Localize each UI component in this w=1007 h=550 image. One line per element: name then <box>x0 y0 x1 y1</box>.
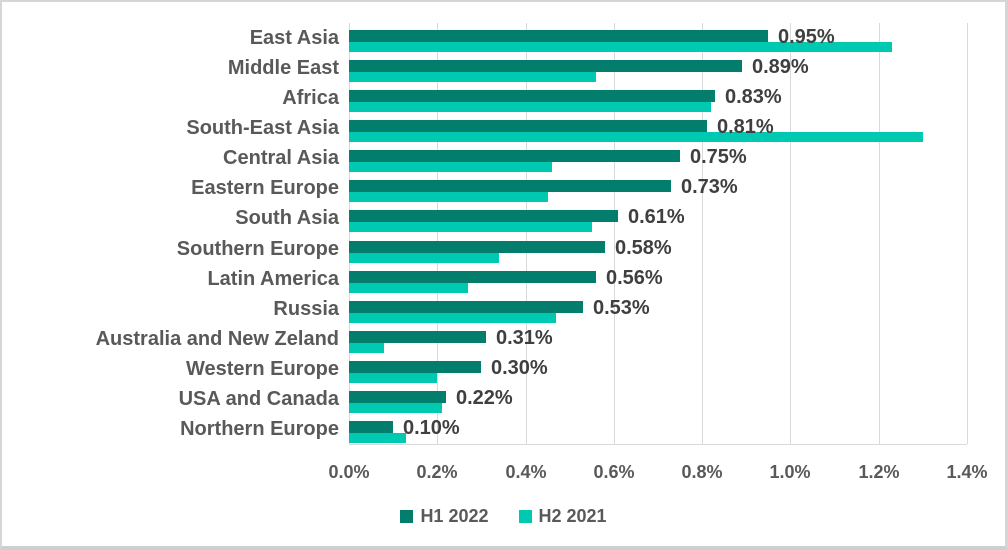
gridline <box>526 23 527 444</box>
legend-item[interactable]: H1 2022 <box>400 506 489 527</box>
data-label: 0.31% <box>496 327 553 349</box>
data-label: 0.89% <box>752 56 809 78</box>
bar-h2-2021 <box>349 283 468 293</box>
category-label: Australia and New Zeland <box>95 328 339 350</box>
x-tick-label: 0.4% <box>505 462 547 482</box>
bar-h1-2022 <box>349 271 596 283</box>
category-label: Middle East <box>227 57 339 79</box>
bar-h2-2021 <box>349 343 384 353</box>
x-axis-line <box>349 444 967 445</box>
gridline <box>437 23 438 444</box>
bar-h2-2021 <box>349 313 556 323</box>
legend-item[interactable]: H2 2021 <box>518 506 607 527</box>
bar-h1-2022 <box>349 180 671 192</box>
x-tick-label: 1.4% <box>946 462 988 482</box>
gridline <box>790 23 791 444</box>
legend-swatch <box>400 510 414 523</box>
bar-h2-2021 <box>349 132 923 142</box>
gridline <box>614 23 615 444</box>
x-tick-label: 1.0% <box>769 462 811 482</box>
bar-h1-2022 <box>349 241 605 253</box>
data-label: 0.10% <box>403 417 460 439</box>
data-label: 0.53% <box>593 297 650 319</box>
bar-h1-2022 <box>349 120 707 132</box>
x-tick-label: 0.0% <box>328 462 370 482</box>
category-label: Western Europe <box>186 358 339 380</box>
bar-h1-2022 <box>349 421 393 433</box>
category-label: Central Asia <box>223 147 339 169</box>
bar-h1-2022 <box>349 90 715 102</box>
bar-h1-2022 <box>349 150 680 162</box>
bar-h2-2021 <box>349 403 442 413</box>
bar-h2-2021 <box>349 102 711 112</box>
gridline <box>702 23 703 444</box>
legend: H1 2022 H2 2021 <box>2 506 1005 527</box>
bar-h2-2021 <box>349 162 552 172</box>
legend-label: H2 2021 <box>538 506 607 526</box>
data-label: 0.56% <box>606 267 663 289</box>
data-label: 0.95% <box>778 26 835 48</box>
legend-swatch <box>518 510 532 523</box>
bar-h1-2022 <box>349 30 768 42</box>
x-tick-label: 0.8% <box>681 462 723 482</box>
data-label: 0.81% <box>717 116 774 138</box>
bar-h2-2021 <box>349 192 548 202</box>
bar-h2-2021 <box>349 72 596 82</box>
category-label: Southern Europe <box>176 238 339 260</box>
category-label: Africa <box>282 87 339 109</box>
data-label: 0.22% <box>456 387 513 409</box>
bar-h2-2021 <box>349 433 406 443</box>
bar-h1-2022 <box>349 331 486 343</box>
bar-h1-2022 <box>349 361 481 373</box>
data-label: 0.73% <box>681 176 738 198</box>
category-label: South-East Asia <box>186 117 339 139</box>
category-label: East Asia <box>249 27 339 49</box>
bar-h2-2021 <box>349 42 892 52</box>
gridline <box>349 23 350 444</box>
category-label: Latin America <box>207 268 339 290</box>
data-label: 0.58% <box>615 237 672 259</box>
bar-h1-2022 <box>349 301 583 313</box>
x-tick-label: 0.6% <box>593 462 635 482</box>
bar-h2-2021 <box>349 222 592 232</box>
bar-h2-2021 <box>349 373 437 383</box>
category-label: Russia <box>273 298 339 320</box>
data-label: 0.75% <box>690 146 747 168</box>
bar-h2-2021 <box>349 253 499 263</box>
data-label: 0.61% <box>628 206 685 228</box>
category-label: USA and Canada <box>178 388 339 410</box>
data-label: 0.30% <box>491 357 548 379</box>
bar-h1-2022 <box>349 60 742 72</box>
gridline <box>967 23 968 444</box>
category-label: Northern Europe <box>180 418 339 440</box>
data-label: 0.83% <box>725 86 782 108</box>
x-tick-label: 0.2% <box>416 462 458 482</box>
category-label: Eastern Europe <box>191 177 339 199</box>
x-tick-label: 1.2% <box>858 462 900 482</box>
bar-h1-2022 <box>349 210 618 222</box>
bar-h1-2022 <box>349 391 446 403</box>
legend-label: H1 2022 <box>420 506 489 526</box>
gridline <box>879 23 880 444</box>
category-label: South Asia <box>235 207 339 229</box>
